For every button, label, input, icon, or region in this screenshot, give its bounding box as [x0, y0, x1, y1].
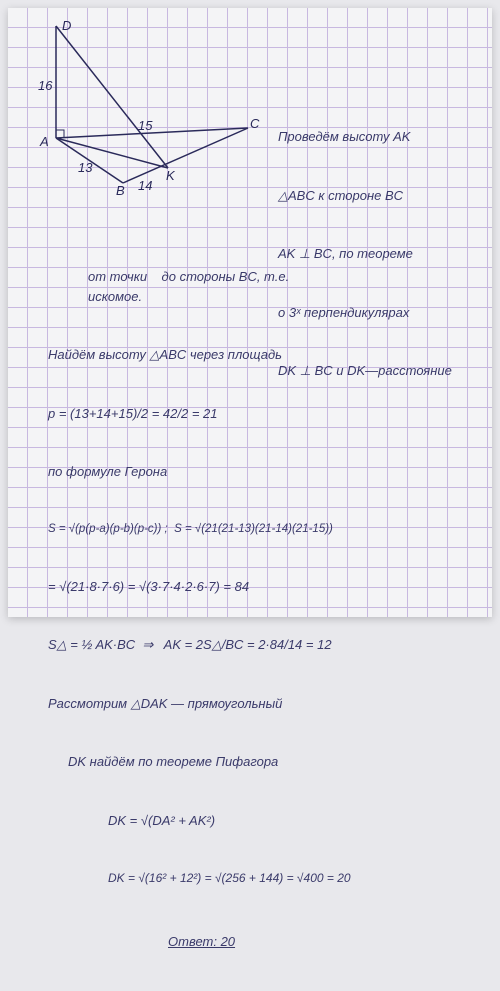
line-m6: S△ = ½ AK·BC ⇒ AK = 2S△/BC = 2·84/14 = 1…	[48, 635, 488, 655]
geometry-diagram: D A B K C 16 13 14 15	[28, 18, 268, 218]
line-m0: от точки до стороны BC, т.е. искомое.	[88, 267, 488, 306]
label-K: K	[166, 168, 175, 183]
line-m10: DK = √(16² + 12²) = √(256 + 144) = √400 …	[108, 869, 488, 887]
line-r1: Проведём высоту AK	[278, 127, 488, 147]
label-16: 16	[38, 78, 52, 93]
line-m7: Рассмотрим △DAK — прямоугольный	[48, 694, 488, 714]
line-m9: DK = √(DA² + AK²)	[108, 811, 488, 831]
answer-line: Ответ: 20	[168, 932, 488, 952]
line-m1: Найдём высоту △ABC через площадь	[48, 345, 488, 365]
label-B: B	[116, 183, 125, 198]
label-15: 15	[138, 118, 152, 133]
line-m2: p = (13+14+15)/2 = 42/2 = 21	[48, 404, 488, 424]
text-block-main: от точки до стороны BC, т.е. искомое. На…	[48, 228, 488, 991]
label-C: C	[250, 116, 259, 131]
label-13: 13	[78, 160, 92, 175]
line-m3: по формуле Герона	[48, 462, 488, 482]
line-m4: S = √(p(p-a)(p-b)(p-c)) ; S = √(21(21-13…	[48, 521, 488, 538]
graph-paper: D A B K C 16 13 14 15 Проведём высоту AK…	[8, 8, 492, 617]
label-D: D	[62, 18, 71, 33]
label-14: 14	[138, 178, 152, 193]
line-m8: DK найдём по теореме Пифагора	[68, 752, 488, 772]
line-m5: = √(21·8·7·6) = √(3·7·4·2·6·7) = 84	[48, 577, 488, 597]
line-r2: △ABC к стороне BC	[278, 186, 488, 206]
label-A: A	[40, 134, 49, 149]
